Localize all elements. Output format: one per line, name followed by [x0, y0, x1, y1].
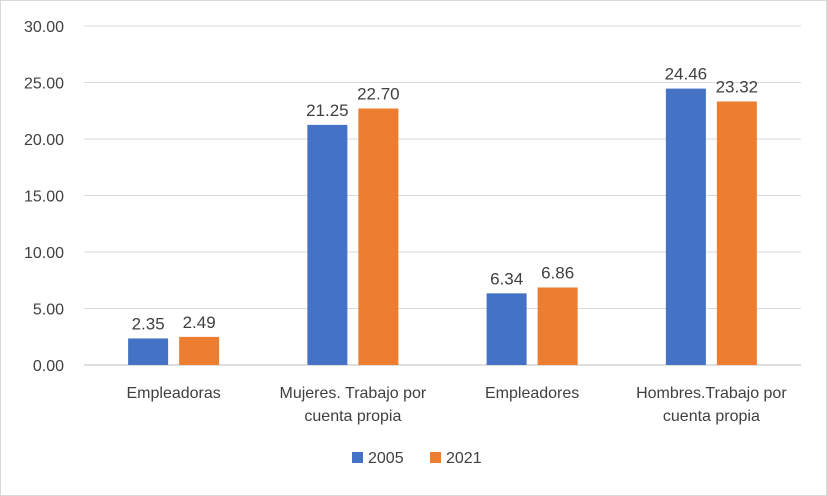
legend-label: 2005 — [368, 450, 404, 467]
y-tick-label: 20.00 — [24, 132, 64, 149]
bar-2005 — [128, 338, 169, 365]
y-tick-label: 0.00 — [33, 358, 64, 375]
data-label: 24.46 — [665, 65, 708, 84]
y-tick-label: 25.00 — [24, 76, 64, 93]
y-tick-label: 10.00 — [24, 245, 64, 262]
bar-2005 — [665, 88, 706, 366]
data-labels: 2.35 2.49 21.25 22.70 6.34 6.86 24.46 23.32 — [132, 65, 759, 334]
legend: 2005 2021 — [352, 450, 482, 467]
bar-2005 — [486, 293, 527, 365]
data-label: 6.34 — [490, 269, 523, 288]
y-axis: 0.00 5.00 10.00 15.00 20.00 25.00 30.00 — [24, 19, 64, 375]
data-label: 6.86 — [541, 263, 574, 282]
x-axis: Empleadoras Mujeres. Trabajo por cuenta pr… — [126, 385, 787, 425]
data-label: 22.70 — [357, 84, 400, 103]
bar-2021 — [358, 108, 399, 366]
x-category-label: Mujeres. Trabajo por — [280, 385, 427, 402]
data-label: 23.32 — [716, 77, 759, 96]
y-tick-label: 15.00 — [24, 189, 64, 206]
legend-swatch-2021 — [430, 452, 441, 463]
data-label: 21.25 — [306, 101, 349, 120]
legend-swatch-2005 — [352, 452, 363, 463]
bar-2021 — [537, 287, 578, 365]
y-tick-label: 30.00 — [24, 19, 64, 36]
legend-label: 2021 — [446, 450, 482, 467]
x-category-label: Empleadores — [485, 385, 579, 402]
bar-2021 — [179, 336, 220, 365]
x-category-label: Hombres.Trabajo por — [636, 385, 787, 402]
bar-2005 — [307, 124, 348, 365]
x-category-label: Empleadoras — [126, 385, 220, 402]
bars — [128, 88, 757, 366]
data-label: 2.35 — [132, 314, 165, 333]
x-category-label: cuenta propia — [304, 408, 401, 425]
bar-2021 — [716, 101, 757, 365]
gridlines — [84, 25, 801, 366]
x-category-label: cuenta propia — [663, 408, 760, 425]
data-label: 2.49 — [183, 313, 216, 332]
y-tick-label: 5.00 — [33, 302, 64, 319]
